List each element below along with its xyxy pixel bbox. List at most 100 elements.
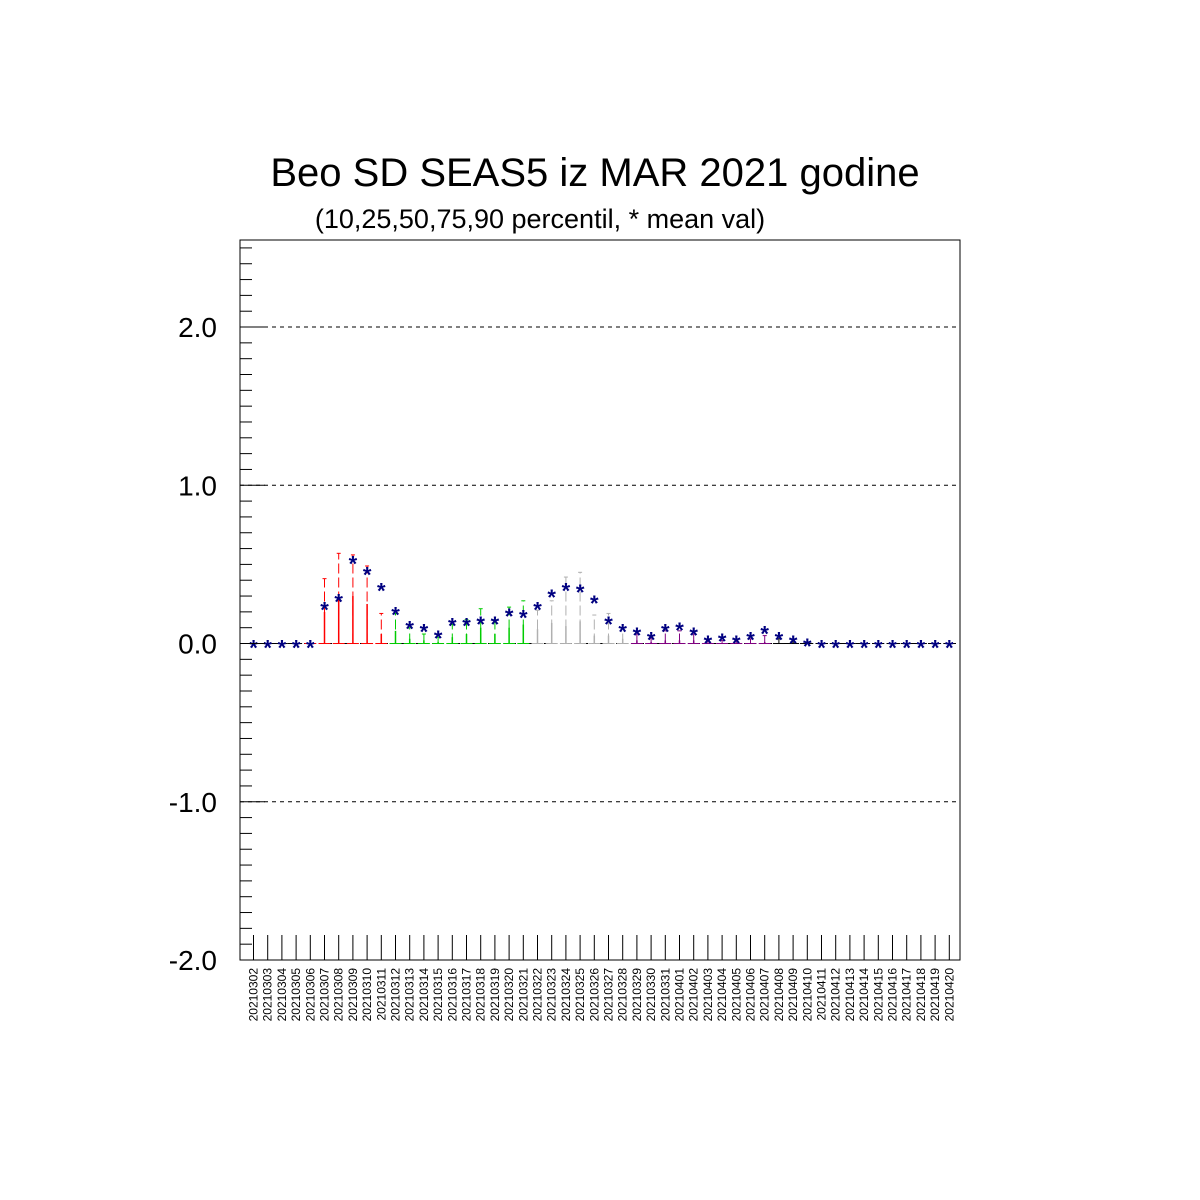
x-tick-label: 20210420 (942, 968, 956, 1022)
mean-marker: * (349, 552, 358, 577)
mean-marker: * (846, 636, 855, 661)
x-tick-label: 20210313 (403, 968, 417, 1022)
x-tick-label: 20210317 (460, 968, 474, 1022)
x-tick-label: 20210303 (261, 968, 275, 1022)
chart-subtitle: (10,25,50,75,90 percentil, * mean val) (315, 204, 765, 234)
x-tick-label: 20210302 (247, 968, 261, 1022)
mean-marker: * (732, 631, 741, 656)
mean-marker: * (945, 636, 954, 661)
mean-marker: * (533, 598, 542, 623)
y-tick-label: 0.0 (178, 629, 217, 660)
x-tick-label: 20210412 (829, 968, 843, 1022)
x-tick-label: 20210411 (815, 968, 829, 1021)
mean-marker: * (917, 636, 926, 661)
mean-marker: * (746, 628, 755, 653)
mean-marker: * (334, 590, 343, 615)
x-tick-label: 20210404 (715, 968, 729, 1022)
x-tick-label: 20210328 (616, 968, 630, 1022)
mean-marker: * (931, 636, 940, 661)
mean-marker: * (803, 634, 812, 659)
x-tick-label: 20210401 (673, 968, 687, 1022)
mean-marker: * (505, 604, 514, 629)
x-tick-label: 20210405 (729, 968, 743, 1022)
mean-marker: * (902, 636, 911, 661)
x-tick-label: 20210320 (502, 968, 516, 1022)
mean-marker: * (590, 591, 599, 616)
mean-marker: * (789, 631, 798, 656)
x-tick-label: 20210413 (843, 968, 857, 1022)
x-tick-label: 20210322 (531, 968, 545, 1022)
mean-marker: * (249, 636, 258, 661)
mean-marker: * (462, 613, 471, 638)
x-tick-label: 20210311 (374, 968, 388, 1021)
x-tick-label: 20210308 (332, 968, 346, 1022)
y-tick-label: 2.0 (178, 312, 217, 343)
x-tick-label: 20210318 (474, 968, 488, 1022)
mean-marker: * (874, 636, 883, 661)
percentile-bars (247, 552, 956, 645)
x-tick-label: 20210315 (431, 968, 445, 1022)
mean-marker: * (661, 620, 670, 645)
x-tick-label: 20210310 (360, 968, 374, 1022)
x-tick-label: 20210419 (928, 968, 942, 1022)
mean-marker: * (562, 579, 571, 604)
mean-marker: * (448, 613, 457, 638)
mean-marker: * (704, 631, 713, 656)
x-tick-label: 20210304 (275, 968, 289, 1022)
x-tick-label: 20210314 (417, 968, 431, 1022)
mean-marker: * (647, 628, 656, 653)
y-tick-label: -1.0 (169, 787, 217, 818)
mean-marker: * (405, 617, 414, 642)
mean-marker: * (420, 620, 429, 645)
mean-marker: * (491, 612, 500, 637)
x-tick-label: 20210327 (602, 968, 616, 1022)
mean-marker: * (306, 636, 315, 661)
mean-marker: * (888, 636, 897, 661)
mean-marker: * (278, 636, 287, 661)
mean-marker: * (263, 636, 272, 661)
mean-marker: * (633, 623, 642, 648)
chart-title: Beo SD SEAS5 iz MAR 2021 godine (270, 151, 919, 195)
x-tick-label: 20210309 (346, 968, 360, 1022)
x-tick-label: 20210409 (786, 968, 800, 1022)
x-tick-label: 20210406 (744, 968, 758, 1022)
x-tick-label: 20210330 (644, 968, 658, 1022)
mean-marker: * (860, 636, 869, 661)
x-tick-label: 20210321 (516, 968, 530, 1022)
mean-marker: * (391, 602, 400, 627)
y-tick-label: -2.0 (169, 945, 217, 976)
x-tick-label: 20210306 (303, 968, 317, 1022)
mean-marker: * (519, 605, 528, 630)
x-tick-label: 20210403 (701, 968, 715, 1022)
mean-marker: * (292, 636, 301, 661)
mean-marker: * (689, 623, 698, 648)
x-tick-label: 20210415 (871, 968, 885, 1022)
x-tick-label: 20210417 (900, 968, 914, 1022)
mean-marker: * (675, 618, 684, 643)
mean-marker: * (363, 563, 372, 588)
x-tick-label: 20210319 (488, 968, 502, 1022)
mean-marker: * (547, 585, 556, 610)
x-tick-label: 20210305 (289, 968, 303, 1022)
x-tick-label: 20210316 (445, 968, 459, 1022)
x-tick-label: 20210402 (687, 968, 701, 1022)
mean-marker: * (831, 636, 840, 661)
mean-markers: * * * * ** ** **** * ** * * * * * ** * * ** * * * * * * * * * * * * * *… (249, 552, 954, 661)
mean-marker: * (817, 636, 826, 661)
mean-marker: * (320, 598, 329, 623)
mean-marker: * (476, 612, 485, 637)
x-tick-label: 20210407 (758, 968, 772, 1022)
mean-marker: * (760, 621, 769, 646)
x-tick-label: 20210418 (914, 968, 928, 1022)
y-tick-label: 1.0 (178, 470, 217, 501)
x-tick-label: 20210307 (318, 968, 332, 1022)
x-tick-label: 20210326 (587, 968, 601, 1022)
mean-marker: * (377, 579, 386, 604)
x-tick-label: 20210414 (857, 968, 871, 1022)
x-tick-label: 20210410 (800, 968, 814, 1022)
x-tick-label: 20210416 (886, 968, 900, 1022)
mean-marker: * (775, 628, 784, 653)
x-tick-label: 20210324 (559, 968, 573, 1022)
